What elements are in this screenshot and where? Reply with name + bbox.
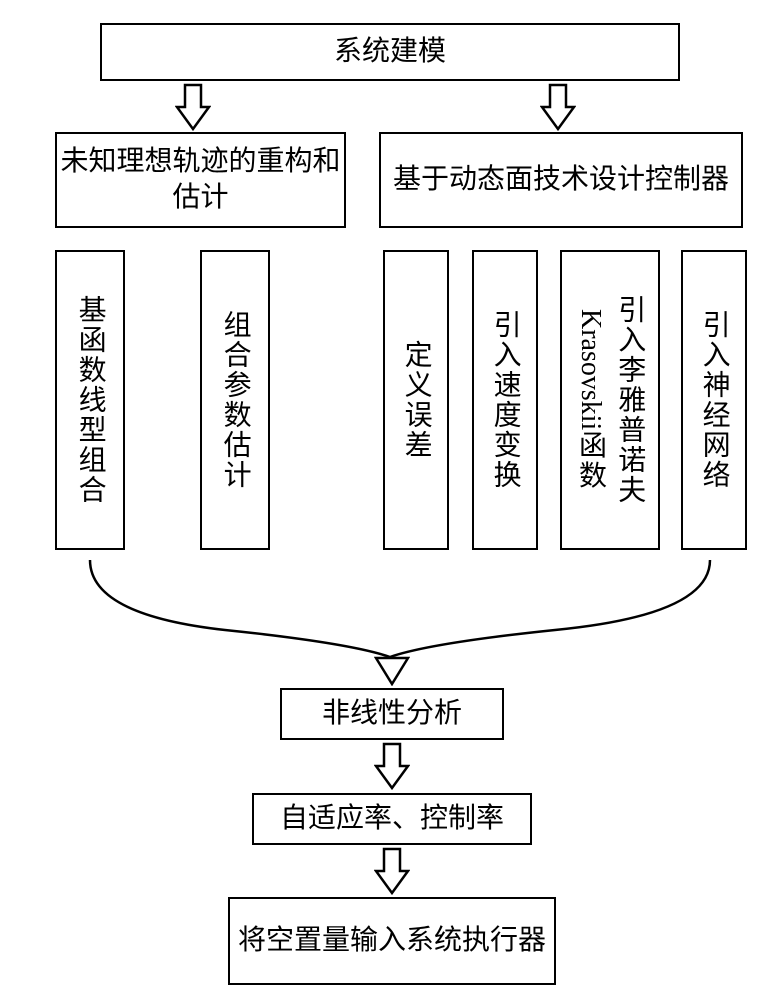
label-output-actuator: 将空置量输入系统执行器 [238, 923, 546, 959]
node-system-modeling: 系统建模 [100, 23, 680, 81]
label-system-modeling: 系统建模 [334, 34, 446, 70]
arrow-icon [374, 742, 410, 790]
arrow-icon [374, 656, 410, 686]
node-dynamic-surface: 基于动态面技术设计控制器 [379, 132, 743, 228]
label-adaptive-rate: 自适应率、控制率 [280, 801, 504, 837]
arrow-icon [540, 83, 576, 131]
label-velocity-transform: 引入速度变换 [485, 310, 524, 490]
label-krasovskii: Krasovskii [575, 309, 606, 430]
label-basis-function: 基函数线型组合 [70, 295, 109, 505]
node-define-error: 定义误差 [383, 250, 449, 550]
label-parameter-estimation: 组合参数估计 [215, 310, 254, 490]
node-velocity-transform: 引入速度变换 [472, 250, 538, 550]
label-unknown-trajectory: 未知理想轨迹的重构和估计 [57, 144, 344, 217]
arrow-icon [374, 847, 410, 895]
node-parameter-estimation: 组合参数估计 [200, 250, 270, 550]
node-unknown-trajectory: 未知理想轨迹的重构和估计 [55, 132, 346, 228]
arrow-icon [175, 83, 211, 131]
label-dynamic-surface: 基于动态面技术设计控制器 [393, 162, 729, 198]
label-neural-network: 引入神经网络 [694, 310, 733, 490]
label-lyapunov-prefix: 引入李雅普诺夫 [614, 295, 645, 505]
label-define-error: 定义误差 [396, 340, 435, 460]
node-output-actuator: 将空置量输入系统执行器 [228, 897, 556, 985]
node-lyapunov-krasovskii: 引入李雅普诺夫 Krasovskii函数 [560, 250, 660, 550]
label-lyapunov-krasovskii: 引入李雅普诺夫 Krasovskii函数 [571, 295, 649, 505]
label-nonlinear-analysis: 非线性分析 [322, 696, 462, 732]
node-nonlinear-analysis: 非线性分析 [280, 688, 504, 740]
label-lyapunov-suffix: 函数 [575, 431, 606, 491]
node-neural-network: 引入神经网络 [681, 250, 747, 550]
converge-curve [50, 555, 750, 665]
node-basis-function: 基函数线型组合 [55, 250, 125, 550]
node-adaptive-rate: 自适应率、控制率 [252, 793, 532, 845]
